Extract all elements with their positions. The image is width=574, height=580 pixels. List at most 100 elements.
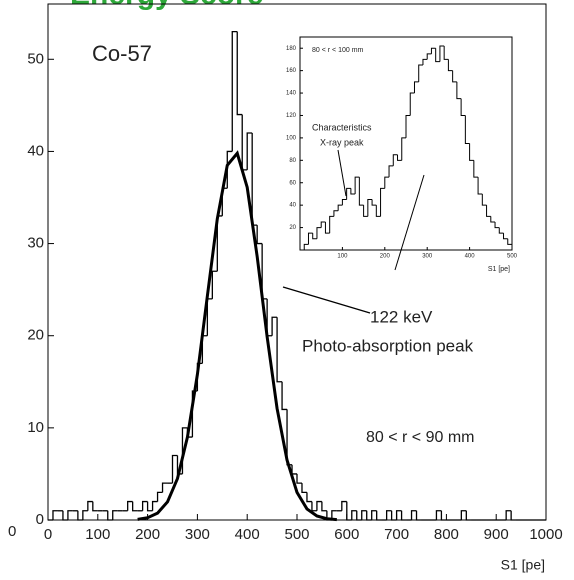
histogram-bin <box>498 227 504 234</box>
x-tick-label: 700 <box>384 526 409 543</box>
y-tick-label: 100 <box>286 135 297 141</box>
x-tick-label: 900 <box>484 526 509 543</box>
histogram-bin <box>303 243 309 250</box>
y-tick-label: 30 <box>27 235 44 252</box>
histogram-bin <box>161 482 168 493</box>
x-tick-label: 600 <box>334 526 359 543</box>
histogram-bin <box>350 188 356 195</box>
histogram-bin <box>460 510 467 520</box>
histogram-bin <box>281 381 288 411</box>
histogram-bin <box>401 137 406 161</box>
histogram-bin <box>356 510 362 521</box>
inset-frame <box>299 36 513 251</box>
x-tick-label: 200 <box>135 526 160 543</box>
histogram-bin <box>464 115 470 144</box>
y-tick-label: 160 <box>286 68 297 74</box>
histogram-bin <box>329 215 334 234</box>
histogram-bin <box>341 199 347 206</box>
histogram-bin <box>465 510 472 521</box>
histogram-bin <box>77 510 83 521</box>
y-tick-label: 140 <box>286 91 297 97</box>
histogram-bin <box>231 30 238 152</box>
histogram-bin <box>426 53 432 60</box>
histogram-bin <box>422 58 428 66</box>
histogram-bin <box>447 59 453 72</box>
histogram-bin <box>351 510 357 520</box>
cut-label: 80 < r < 90 mm <box>366 429 475 446</box>
histogram-bin <box>331 510 337 520</box>
histogram-bin <box>460 98 466 116</box>
histogram-bin <box>385 510 392 520</box>
histogram-bin <box>388 165 394 178</box>
y-tick-label: 50 <box>27 50 44 67</box>
histogram-bin <box>276 317 283 383</box>
x-tick-label: 0 <box>44 526 52 543</box>
histogram-bin <box>376 510 382 521</box>
histogram-bin <box>371 510 377 520</box>
x-tick-label: 100 <box>85 526 110 543</box>
y-tick-label: 0 <box>36 511 44 528</box>
histogram-bin <box>400 510 407 521</box>
histogram-bin <box>477 177 483 195</box>
histogram-bin <box>392 154 398 166</box>
histogram-bin <box>384 176 390 189</box>
histogram-bin <box>397 154 402 161</box>
histogram-bin <box>92 501 98 512</box>
histogram-bin <box>405 114 411 138</box>
histogram-bin <box>443 45 449 60</box>
histogram-bin <box>510 510 517 521</box>
histogram-bin <box>435 510 442 520</box>
histogram-bin <box>418 64 423 82</box>
y-tick-label: 20 <box>289 225 296 231</box>
histogram-bin <box>246 132 253 170</box>
histogram-bin <box>320 221 326 228</box>
inset-pointer <box>394 174 425 271</box>
histogram-bin <box>371 199 377 206</box>
histogram-bin <box>324 221 330 234</box>
page-title: Energy Score <box>70 0 263 11</box>
histogram-bin <box>271 316 278 336</box>
histogram-bin <box>380 187 385 217</box>
histogram-bin <box>226 150 233 189</box>
histogram-bin <box>256 225 263 245</box>
y-tick-label: 20 <box>27 327 44 344</box>
outer-label: 0 <box>8 523 16 540</box>
histogram-bin <box>494 221 500 229</box>
histogram-bin <box>473 160 479 178</box>
histogram-bin <box>358 177 364 206</box>
histogram-bin <box>409 92 415 116</box>
x-tick-label: 400 <box>235 526 260 543</box>
histogram-bin <box>395 510 402 520</box>
histogram-bin <box>67 510 73 520</box>
histogram-bin <box>127 500 133 511</box>
histogram-bin <box>361 510 367 520</box>
histogram-bin <box>146 501 153 512</box>
histogram-bin <box>375 205 381 217</box>
inset-annotation: Characteristics <box>312 122 372 132</box>
histogram-bin <box>306 492 312 503</box>
histogram-bin <box>291 464 297 475</box>
annotation-line <box>282 286 371 314</box>
histogram-bin <box>346 187 351 200</box>
y-tick-label: 80 <box>289 158 296 164</box>
histogram-bin <box>316 500 322 511</box>
histogram-bin <box>296 473 302 484</box>
histogram-bin <box>171 454 178 484</box>
histogram-bin <box>241 114 248 171</box>
histogram-bin <box>211 270 218 299</box>
histogram-bin <box>156 491 163 502</box>
histogram-bin <box>62 510 68 521</box>
x-tick-label: 800 <box>434 526 459 543</box>
source-label: Co-57 <box>92 41 152 66</box>
x-axis-label: S1 [pe] <box>501 557 545 573</box>
histogram-bin <box>486 205 491 217</box>
histogram-bin <box>430 47 436 54</box>
histogram-bin <box>82 510 88 520</box>
histogram-bin <box>346 501 352 521</box>
histogram-bin <box>367 199 373 217</box>
histogram-bin <box>363 205 368 217</box>
histogram-bin <box>490 216 496 223</box>
histogram-bin <box>236 31 243 116</box>
histogram-bin <box>301 483 307 494</box>
